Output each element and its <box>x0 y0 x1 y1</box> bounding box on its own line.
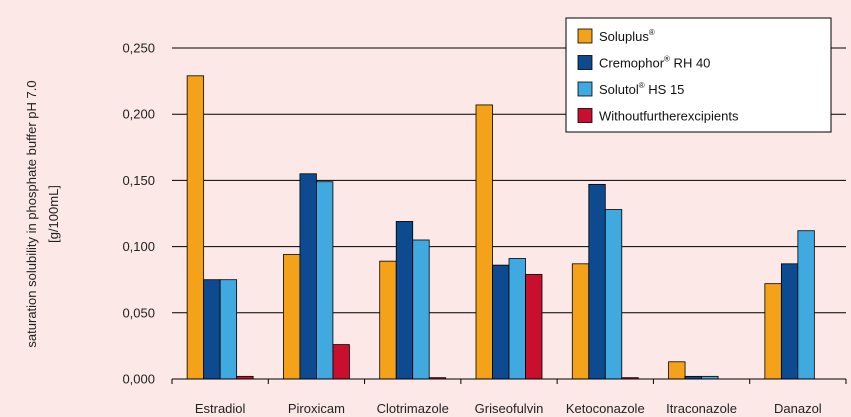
bar <box>219 279 238 380</box>
bar <box>332 344 350 380</box>
y-tick-label: 0,150 <box>122 173 155 188</box>
legend-label: Withoutfurtherexcipients <box>599 109 739 124</box>
x-tick-label: Estradiol <box>195 401 246 416</box>
x-axis-ticks: Estradiol Piroxicam Clotrimazole Griseofulv… <box>195 401 822 416</box>
y-tick-label: 0,250 <box>122 41 155 56</box>
x-tick-label: Piroxicam <box>288 401 345 416</box>
y-tick-label: 0,100 <box>122 239 155 254</box>
legend-label: Solutol® HS 15 <box>599 81 684 97</box>
bar <box>588 183 606 380</box>
legend: Soluplus® Cremophor® RH 40 Solutol® HS 15 W… <box>565 17 832 133</box>
legend-swatch <box>577 55 593 70</box>
y-tick-label: 0,000 <box>122 372 155 387</box>
x-axis <box>171 378 847 384</box>
bar <box>508 258 526 380</box>
bar <box>283 254 301 380</box>
y-tick-label: 0,050 <box>122 305 155 320</box>
bar <box>316 181 334 380</box>
bar <box>395 221 414 380</box>
bar <box>797 230 815 380</box>
bar <box>299 173 317 380</box>
legend-swatch <box>577 108 593 123</box>
bar <box>604 209 623 380</box>
legend-label: Cremophor® RH 40 <box>599 55 710 71</box>
y-tick-label: 0,200 <box>122 107 155 122</box>
bar <box>412 239 430 380</box>
y-axis-title: saturation solubility in phosphate buffe… <box>24 80 61 347</box>
bar <box>492 264 510 380</box>
y-axis-ticks: 0,000 0,050 0,100 0,150 0,200 0,250 <box>122 41 155 387</box>
x-tick-label: Clotrimazole <box>377 401 449 416</box>
y-axis-title-line1: saturation solubility in phosphate buffe… <box>24 80 39 347</box>
bar <box>571 263 590 380</box>
bars <box>186 75 815 380</box>
legend-label: Soluplus® <box>599 28 655 44</box>
bar <box>379 260 397 380</box>
x-tick-label: Ketoconazole <box>566 401 645 416</box>
x-tick-label: Griseofulvin <box>475 401 544 416</box>
y-axis-title-line2: [g/100mL] <box>46 185 61 243</box>
x-tick-label: Danazol <box>774 401 822 416</box>
legend-swatch <box>577 81 593 97</box>
bar <box>525 274 543 380</box>
legend-box <box>565 17 832 133</box>
bar <box>475 104 493 380</box>
bar <box>668 361 686 380</box>
bar <box>186 75 205 380</box>
bar <box>780 263 799 380</box>
bar <box>203 279 221 380</box>
legend-swatch <box>577 28 593 44</box>
bar <box>764 283 782 380</box>
x-tick-label: Itraconazole <box>666 401 737 416</box>
